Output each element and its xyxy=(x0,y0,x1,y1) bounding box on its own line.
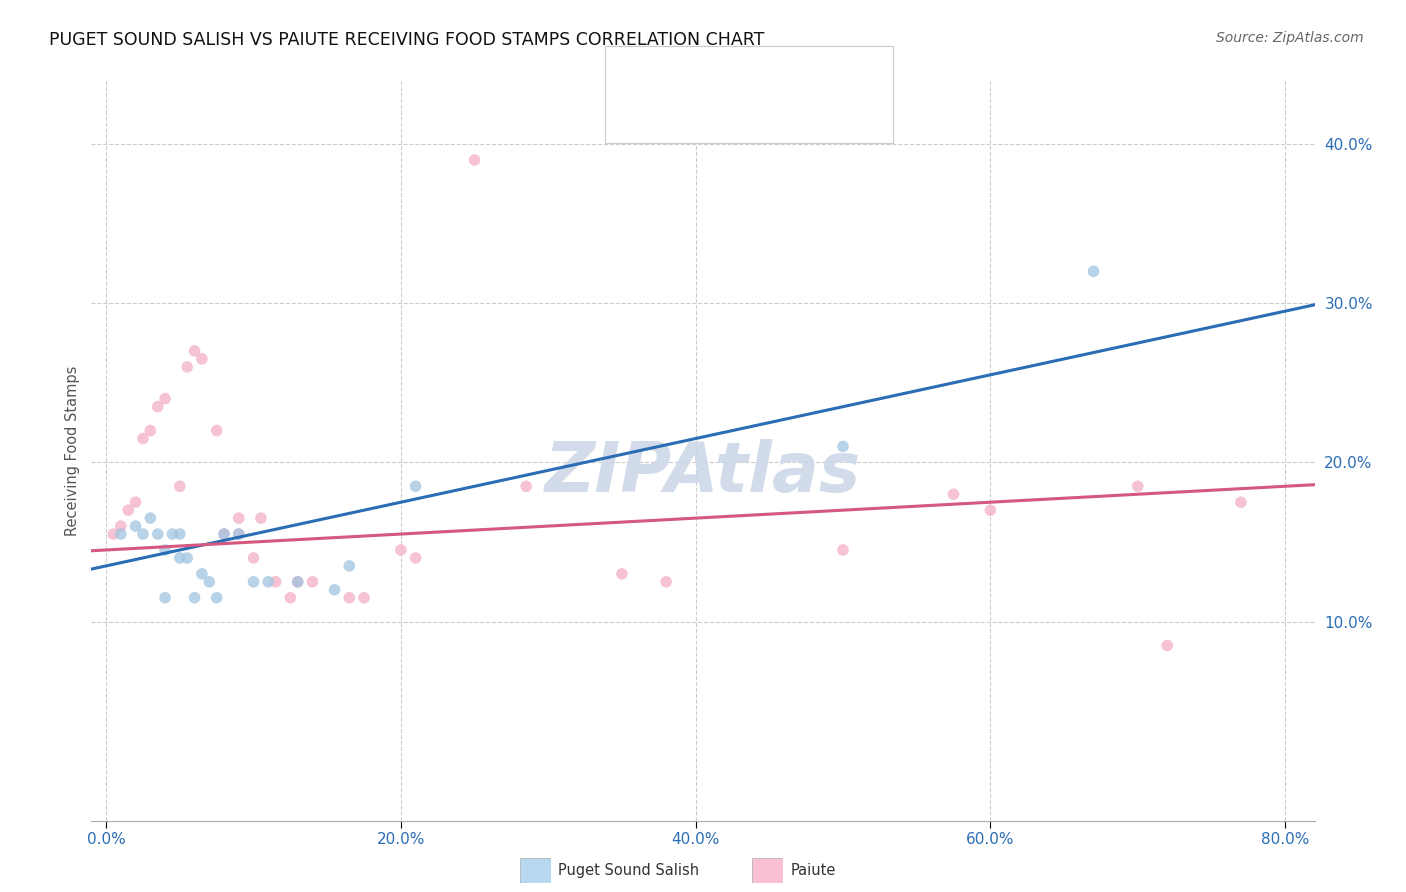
Point xyxy=(242,574,264,589)
Point xyxy=(942,487,965,501)
Point xyxy=(169,550,191,565)
Text: R = 0.407    N = 25: R = 0.407 N = 25 xyxy=(662,69,811,83)
Point xyxy=(124,519,146,533)
Point xyxy=(205,591,228,605)
Point xyxy=(176,550,198,565)
Point xyxy=(212,527,235,541)
Point xyxy=(191,351,214,366)
Point xyxy=(832,543,855,558)
Point xyxy=(139,424,162,438)
Point xyxy=(1230,495,1253,509)
Point xyxy=(464,153,486,167)
Point xyxy=(205,424,228,438)
Point xyxy=(610,566,633,581)
Text: Puget Sound Salish: Puget Sound Salish xyxy=(558,863,699,878)
Point xyxy=(323,582,346,597)
Point xyxy=(117,503,139,517)
Point xyxy=(264,574,287,589)
Point xyxy=(132,432,155,446)
Point xyxy=(389,543,412,558)
Point xyxy=(1156,639,1178,653)
Text: ZIPAtlas: ZIPAtlas xyxy=(546,439,860,506)
Text: R =  0.132    N = 36: R = 0.132 N = 36 xyxy=(662,107,817,121)
Point xyxy=(832,440,855,454)
Point xyxy=(242,550,264,565)
Point xyxy=(191,566,214,581)
Point xyxy=(337,591,360,605)
Point xyxy=(198,574,221,589)
Point xyxy=(146,400,169,414)
Point xyxy=(146,527,169,541)
Point xyxy=(228,511,250,525)
Point xyxy=(153,392,176,406)
Point xyxy=(169,479,191,493)
Point xyxy=(515,479,537,493)
Point xyxy=(353,591,375,605)
Point xyxy=(1126,479,1149,493)
Point xyxy=(257,574,280,589)
Point xyxy=(287,574,309,589)
Point xyxy=(153,591,176,605)
Point xyxy=(250,511,273,525)
Point xyxy=(169,527,191,541)
Point xyxy=(228,527,250,541)
Y-axis label: Receiving Food Stamps: Receiving Food Stamps xyxy=(65,365,80,536)
Text: PUGET SOUND SALISH VS PAIUTE RECEIVING FOOD STAMPS CORRELATION CHART: PUGET SOUND SALISH VS PAIUTE RECEIVING F… xyxy=(49,31,765,49)
Point xyxy=(337,558,360,573)
Point xyxy=(132,527,155,541)
Point xyxy=(139,511,162,525)
Point xyxy=(979,503,1001,517)
Point xyxy=(280,591,302,605)
Point xyxy=(405,479,427,493)
Point xyxy=(124,495,146,509)
Point xyxy=(110,527,132,541)
Point xyxy=(1083,264,1105,278)
Point xyxy=(228,527,250,541)
Point xyxy=(183,343,205,358)
Point xyxy=(212,527,235,541)
Text: Source: ZipAtlas.com: Source: ZipAtlas.com xyxy=(1216,31,1364,45)
Point xyxy=(183,591,205,605)
Point xyxy=(153,543,176,558)
Point xyxy=(162,527,184,541)
Point xyxy=(103,527,125,541)
Point xyxy=(301,574,323,589)
Point xyxy=(287,574,309,589)
Text: Paiute: Paiute xyxy=(790,863,835,878)
Point xyxy=(405,550,427,565)
Point xyxy=(110,519,132,533)
Point xyxy=(655,574,678,589)
Point xyxy=(176,359,198,374)
